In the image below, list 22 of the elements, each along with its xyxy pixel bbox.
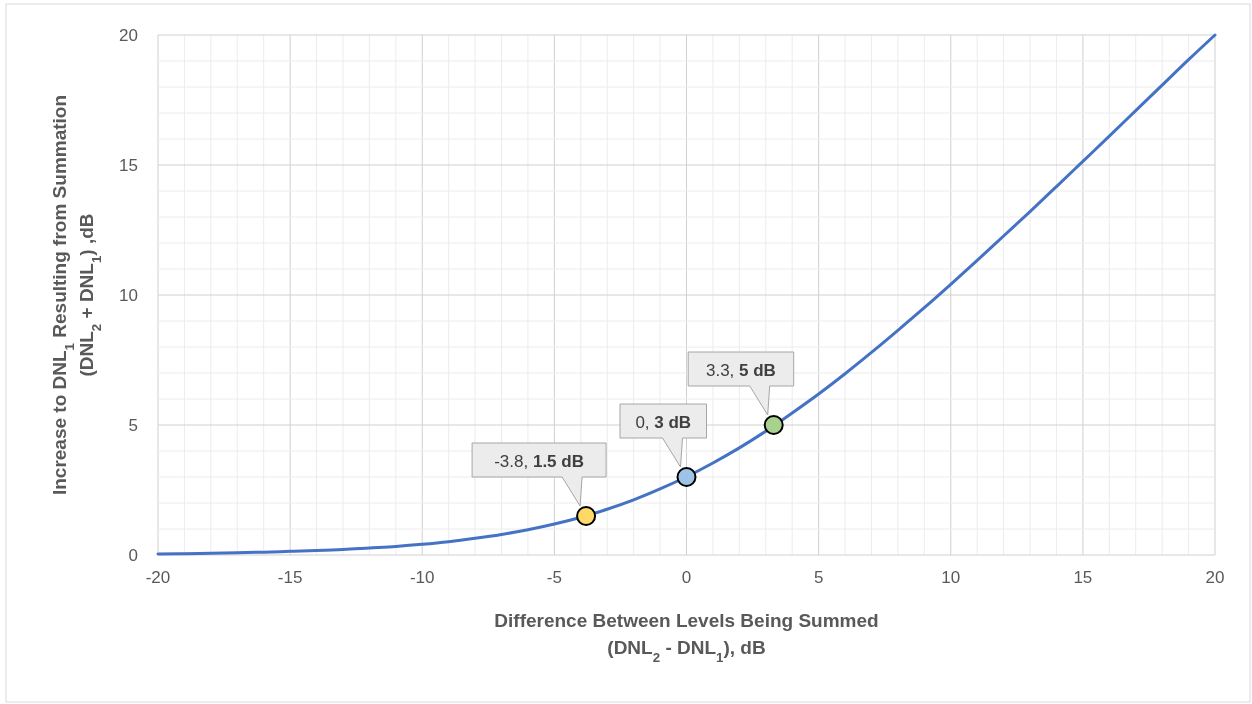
y-tick-label: 10 <box>119 286 138 305</box>
annotation: 3.3, 5 dB <box>705 361 776 380</box>
y-tick-label: 0 <box>128 546 138 565</box>
x-tick-label: 15 <box>1073 568 1093 587</box>
point <box>576 506 597 526</box>
y-tick-label: 15 <box>119 156 138 175</box>
x-tick-label: -20 <box>145 568 171 587</box>
x-tick-label: 0 <box>681 568 692 587</box>
x-tick-label: -10 <box>409 568 435 587</box>
x-tick-label: 5 <box>813 568 824 587</box>
y-tick-label: 5 <box>128 416 138 435</box>
line-series <box>156 33 1217 556</box>
point <box>763 415 784 435</box>
annotation: 0, 3 dB <box>635 413 692 432</box>
x-tick-label: 20 <box>1205 568 1225 587</box>
x-tick-label: 10 <box>941 568 961 587</box>
y-tick-label: 20 <box>119 26 138 45</box>
annotation: -3.8, 1.5 dB <box>494 452 584 471</box>
x-axis-title: Difference Between Levels Being Summed (DNL$_{2}$ - DNL$_{1}$), dB <box>494 610 879 665</box>
point <box>676 467 697 487</box>
x-tick-label: -15 <box>277 568 303 587</box>
x-tick-label: -5 <box>546 568 562 587</box>
